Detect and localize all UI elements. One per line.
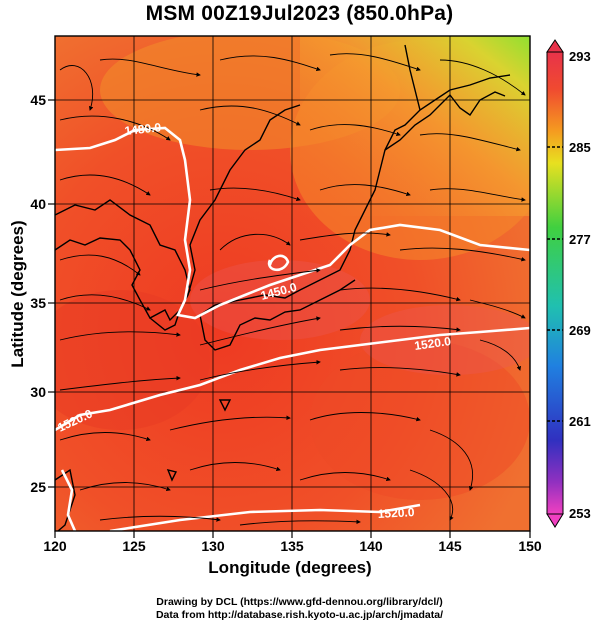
credit-drawing: Drawing by DCL (https://www.gfd-dennou.o…	[156, 596, 443, 608]
colorbar-min-triangle	[546, 513, 564, 528]
temperature-field: 1480.0 1450.0 1520.0 1520.0 1520.0	[55, 36, 530, 531]
colorbar-label: 285	[569, 140, 591, 155]
axis-ticks	[48, 99, 531, 538]
x-tick-label: 130	[201, 538, 225, 554]
x-tick-label: 150	[518, 538, 542, 554]
y-tick-label: 25	[30, 479, 46, 495]
y-tick-label: 30	[30, 384, 46, 400]
y-tick-label: 40	[30, 196, 46, 212]
contour-label: 1520.0	[377, 505, 415, 521]
colorbar-label: 293	[569, 49, 591, 64]
colorbar-label: 261	[569, 414, 591, 429]
contour-label: 1480.0	[124, 120, 162, 138]
contour-labels: 1480.0 1450.0 1520.0 1520.0 1520.0	[55, 120, 452, 521]
x-tick-labels: 120 125 130 135 140 145 150	[43, 538, 542, 554]
x-axis-label: Longitude (degrees)	[208, 558, 372, 577]
y-axis-label: Latitude (degrees)	[8, 220, 27, 368]
height-contours	[55, 126, 530, 531]
colorbar-label: 269	[569, 323, 591, 338]
y-tick-label: 35	[30, 295, 46, 311]
contour-label: 1520.0	[413, 334, 452, 353]
credit-data: Data from http://database.rish.kyoto-u.a…	[155, 609, 444, 621]
x-tick-label: 140	[359, 538, 383, 554]
colorbar-max-triangle	[546, 39, 564, 53]
y-tick-label: 45	[30, 92, 46, 108]
coastlines	[55, 44, 511, 531]
colorbar-label: 277	[569, 232, 591, 247]
map-title: MSM 00Z19Jul2023 (850.0hPa)	[145, 2, 454, 25]
x-tick-label: 125	[122, 538, 146, 554]
colorbar-bar	[546, 51, 564, 515]
graticule	[55, 36, 530, 531]
streamlines	[59, 53, 526, 526]
colorbar: 293 285 277 269 261 253	[546, 39, 591, 528]
colorbar-label: 253	[569, 506, 591, 521]
x-tick-label: 135	[280, 538, 304, 554]
x-tick-label: 120	[43, 538, 67, 554]
x-tick-label: 145	[438, 538, 462, 554]
y-tick-labels: 25 30 35 40 45	[30, 92, 46, 495]
